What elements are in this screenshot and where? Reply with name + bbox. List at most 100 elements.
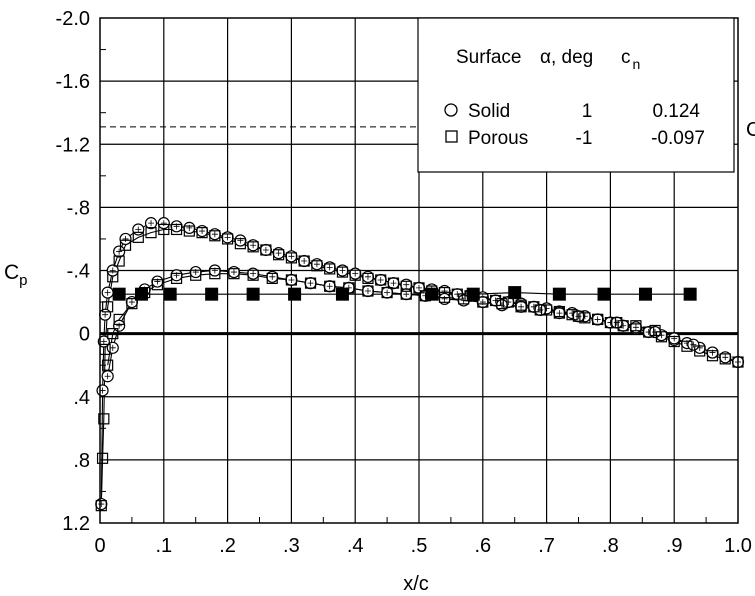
legend-box: [417, 17, 735, 173]
porous-data-point: [102, 301, 114, 313]
porous-data-point: [655, 331, 668, 343]
porous-data-point: [266, 272, 278, 284]
solid-data-point-cross: [230, 269, 237, 276]
porous-data-point: [145, 227, 157, 239]
porous-data-point: [566, 309, 578, 321]
porous-data-point: [222, 233, 234, 245]
solid-data-point-cross: [122, 235, 129, 242]
solid-data-point-cross: [262, 246, 269, 253]
solid-data-point-cross: [575, 313, 582, 320]
solid-data-point-cross: [339, 267, 346, 274]
porous-data-point: [572, 310, 585, 322]
porous-data-point: [304, 277, 317, 289]
porous-data-point: [247, 241, 259, 253]
solid-data-point-cross: [352, 270, 359, 277]
solid-data-point-cross: [416, 284, 422, 291]
porous-data-point: [96, 452, 109, 464]
solid-data-point-cross: [104, 289, 111, 296]
solid-data-point-cross: [109, 267, 116, 274]
porous-data-point: [489, 294, 502, 307]
porous-data-point: [247, 269, 259, 281]
porous-data-point: [98, 413, 110, 425]
porous-data-point: [719, 353, 731, 365]
solid-data-point-cross: [377, 276, 384, 283]
x-axis-label: x/c: [403, 573, 429, 595]
porous-data-point: [617, 320, 629, 332]
solid-data-point-cross: [250, 242, 257, 249]
series-lines: [100, 222, 739, 506]
solid-data-point-cross: [224, 234, 231, 241]
x-tick-labels: 0 .1 .2 .3 .4 .5 .6 .7 .8 .9 1.0: [94, 535, 751, 557]
solid-data-point-cross: [594, 316, 601, 323]
porous-data-point: [234, 238, 246, 250]
porous-data-point: [95, 500, 107, 512]
solid-data-point-cross: [288, 276, 295, 283]
porous-data-point: [209, 268, 221, 280]
solid-data-point-cross: [116, 322, 123, 329]
solid-data-point-cross: [301, 258, 308, 265]
porous-data-point: [196, 227, 208, 239]
solid-data-point-cross: [100, 338, 107, 345]
plenum-data-point: [597, 287, 611, 301]
solid-data-point-cross: [364, 288, 371, 295]
porous-data-point: [649, 324, 661, 337]
x-tick-label: .2: [219, 535, 236, 557]
porous-data-point: [324, 263, 336, 275]
porous-data-point: [694, 345, 706, 357]
porous-data-point: [285, 274, 297, 286]
porous-data-point: [311, 260, 323, 272]
y-tick-label: -1.6: [56, 71, 90, 93]
solid-data-point-cross: [307, 280, 314, 287]
y-tick-label: -.8: [67, 197, 90, 219]
porous-data-point: [113, 313, 125, 326]
porous-data-point: [190, 269, 202, 281]
porous-data-point: [400, 280, 412, 292]
legend-porous-alpha: -1: [576, 128, 593, 149]
solid-data-point-cross: [135, 226, 142, 233]
porous-data-point: [349, 269, 361, 281]
porous-data-point: [477, 296, 489, 308]
plenum-data-point: [112, 287, 126, 301]
solid-data-point-cross: [109, 344, 116, 351]
solid-data-point-cross: [613, 319, 620, 326]
porous-data-point: [170, 223, 183, 236]
y-tick-label: .4: [73, 387, 90, 409]
x-tick-label: .1: [155, 535, 172, 557]
porous-data-point: [107, 328, 119, 340]
plenum-data-point: [163, 287, 177, 301]
porous-data-point: [553, 307, 565, 319]
porous-data-point: [107, 271, 119, 283]
data-points: [95, 217, 745, 512]
y-tick-label: 0: [79, 324, 90, 346]
x-tick-label: 0: [94, 535, 105, 557]
porous-data-point: [362, 285, 374, 297]
porous-data-point: [611, 316, 623, 329]
legend-porous-marker-icon: [445, 130, 458, 143]
plenum-data-point: [683, 287, 697, 301]
legend-header-cn-main: c: [621, 47, 631, 68]
porous-data-point: [102, 359, 114, 371]
solid-data-point-cross: [403, 281, 410, 288]
solid-data-point-cross: [690, 341, 697, 348]
porous-data-point: [228, 268, 240, 280]
solid-data-point-cross: [128, 299, 135, 306]
porous-data-point: [528, 301, 540, 313]
porous-data-point: [209, 230, 221, 242]
porous-data-point: [400, 288, 412, 300]
x-tick-label: .7: [538, 535, 555, 557]
solid-data-point-cross: [275, 250, 282, 257]
solid-data-point-cross: [250, 270, 257, 277]
legend-header-cn-subscript: n: [633, 56, 641, 72]
legend-porous-cn: -0.097: [651, 128, 705, 149]
y-tick-label: .8: [73, 450, 90, 472]
legend-header-alpha: α, deg: [540, 47, 593, 68]
porous-data-point: [413, 282, 425, 294]
solid-data-point-cross: [326, 264, 333, 271]
porous-data-point: [604, 316, 617, 329]
x-tick-label: .6: [474, 535, 491, 557]
porous-data-point: [324, 280, 336, 292]
solid-data-point-cross: [632, 324, 639, 331]
